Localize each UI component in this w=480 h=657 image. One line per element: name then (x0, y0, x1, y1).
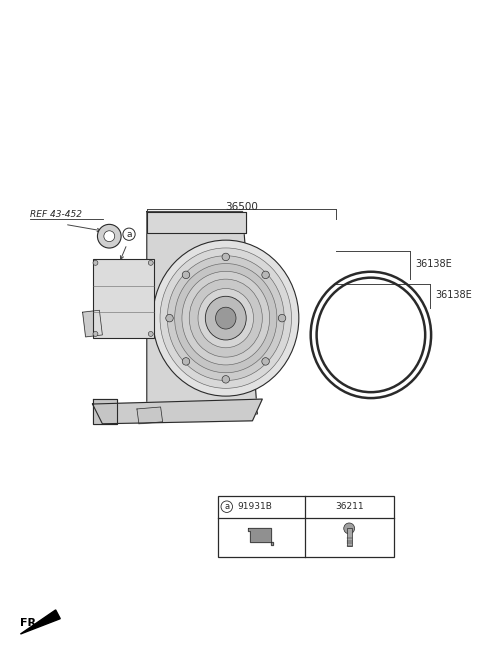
Polygon shape (21, 610, 60, 634)
Circle shape (222, 376, 229, 383)
Circle shape (148, 260, 153, 265)
Text: a: a (126, 230, 132, 238)
Circle shape (166, 315, 173, 322)
Ellipse shape (168, 256, 284, 380)
Ellipse shape (205, 296, 246, 340)
Circle shape (278, 315, 286, 322)
Text: 36138E: 36138E (415, 259, 452, 269)
Circle shape (344, 523, 355, 534)
Text: REF 43-452: REF 43-452 (30, 210, 82, 219)
Circle shape (262, 271, 269, 279)
Polygon shape (93, 399, 262, 424)
Ellipse shape (216, 307, 236, 329)
Ellipse shape (104, 231, 115, 242)
Circle shape (93, 332, 98, 336)
Text: FR.: FR. (21, 618, 41, 628)
Ellipse shape (182, 271, 270, 365)
Ellipse shape (175, 263, 277, 373)
Circle shape (182, 271, 190, 279)
Text: a: a (224, 502, 229, 511)
Polygon shape (93, 399, 117, 424)
Circle shape (182, 357, 190, 365)
Polygon shape (83, 310, 102, 337)
Bar (347, 528, 352, 546)
Circle shape (93, 260, 98, 265)
Bar (93, 259, 154, 338)
Text: 36211: 36211 (335, 502, 363, 511)
Bar (218, 496, 394, 557)
Ellipse shape (97, 224, 121, 248)
Circle shape (148, 332, 153, 336)
Polygon shape (147, 212, 257, 419)
Text: 91931B: 91931B (238, 502, 273, 511)
Ellipse shape (189, 279, 262, 357)
Polygon shape (137, 407, 163, 424)
Text: 36500: 36500 (225, 202, 258, 212)
Text: 36138E: 36138E (435, 290, 472, 300)
Ellipse shape (153, 240, 299, 396)
Polygon shape (249, 528, 273, 545)
Circle shape (222, 253, 229, 261)
Circle shape (262, 357, 269, 365)
Ellipse shape (160, 248, 291, 388)
Ellipse shape (198, 288, 253, 348)
Polygon shape (147, 212, 246, 233)
